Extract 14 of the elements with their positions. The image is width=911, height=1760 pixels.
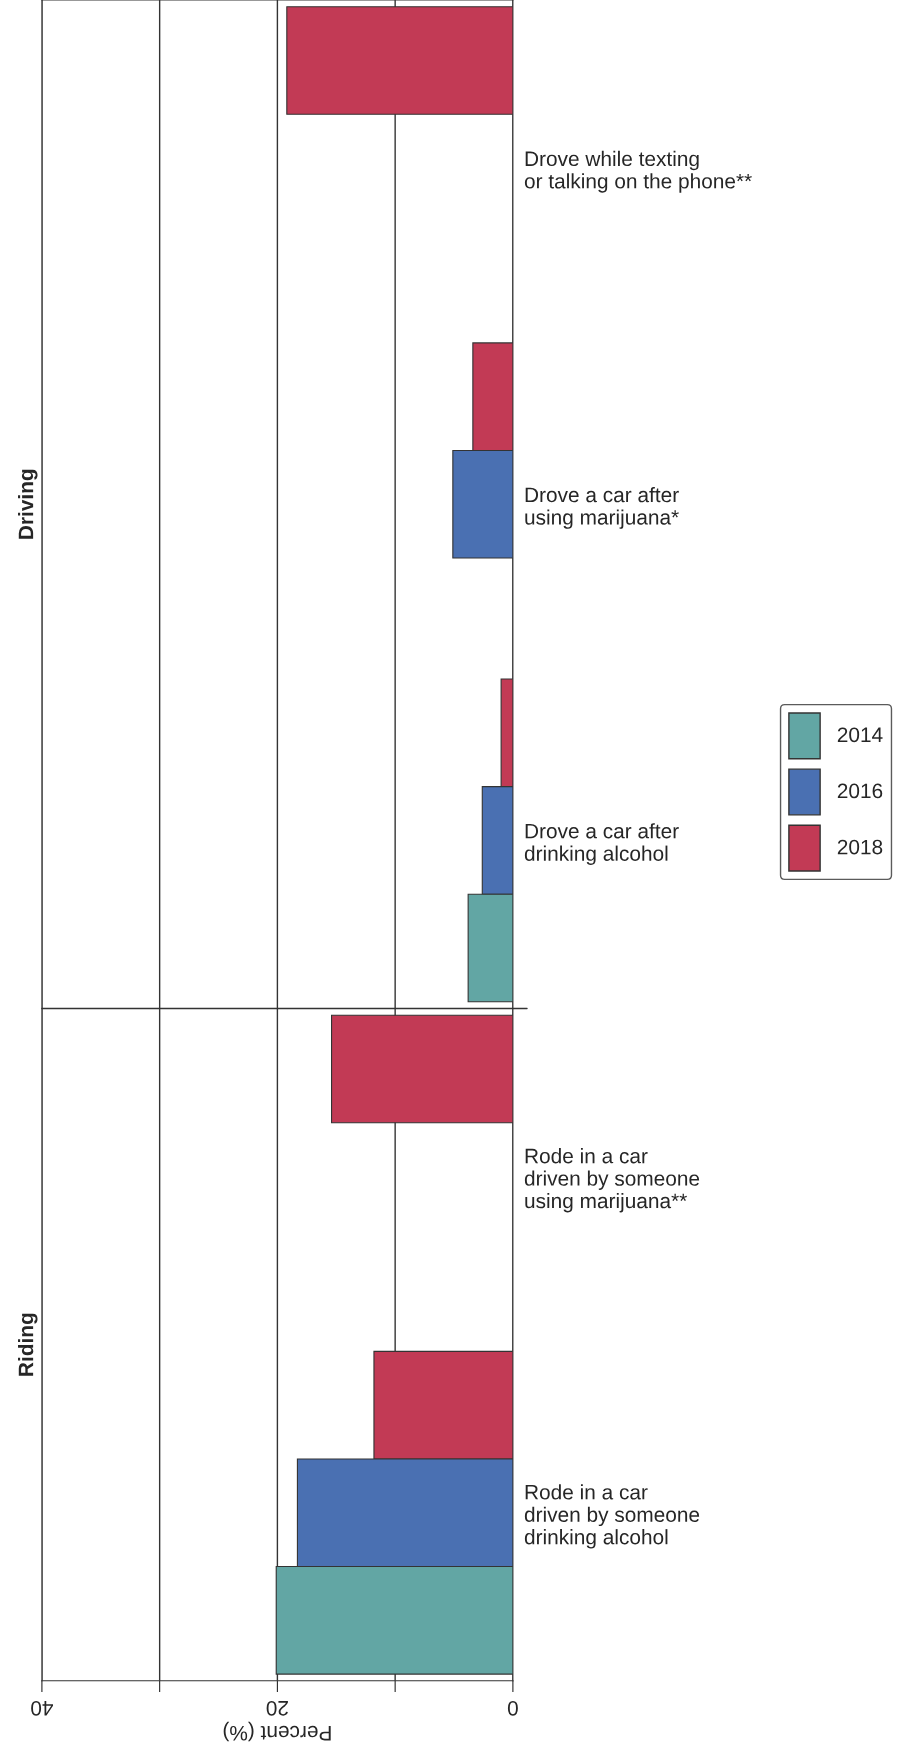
y-tick-label: Rode in a car driven by someone using marijuana** <box>524 1148 700 1213</box>
y-tick-label: Drove while texting or talking on the phone** <box>524 150 752 193</box>
legend-label: 2014 <box>837 727 883 743</box>
y-tick-label: Rode in a car driven by someone drinking alcohol <box>524 1484 700 1549</box>
y-tick-label: Drove a car after drinking alcohol <box>524 823 679 865</box>
y-tick-label: Drove a car after using marijuana* <box>525 487 679 529</box>
x-tick-label: 20 <box>266 1700 288 1716</box>
x-tick-label: 40 <box>31 1700 54 1716</box>
x-axis-title: Percent (%) <box>223 1721 331 1742</box>
legend-label: 2016 <box>837 783 883 799</box>
text: Driving <box>18 469 38 539</box>
x-tick-label: 0 <box>507 1700 518 1716</box>
text: Riding <box>18 1313 38 1376</box>
legend-label: 2018 <box>837 839 883 855</box>
